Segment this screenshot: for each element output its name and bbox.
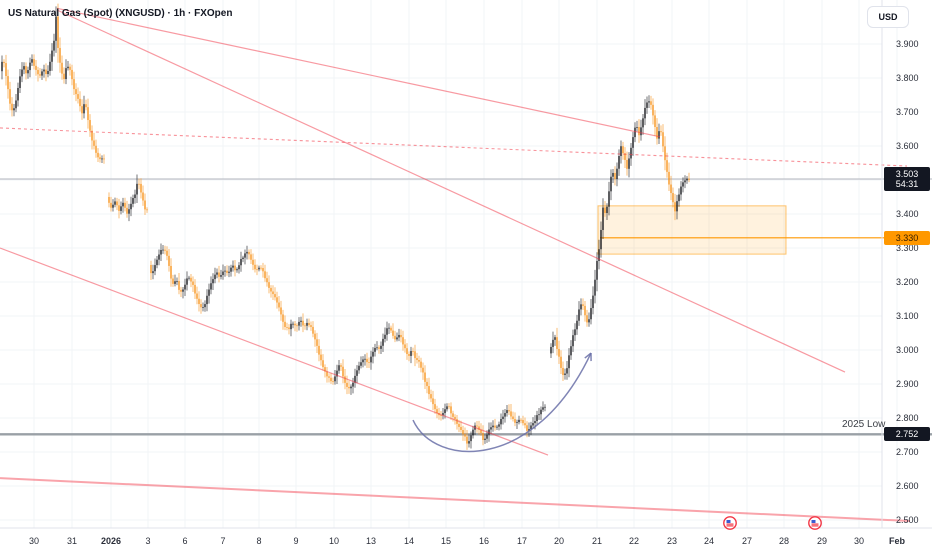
curved-arrow-head [584,352,592,359]
time-tick-label: 24 [703,536,715,546]
time-tick-label: 30 [853,536,865,546]
time-tick-label: 20 [553,536,565,546]
time-tick-label: 22 [628,536,640,546]
trendline-long-term-dashed-line[interactable] [0,127,908,167]
time-tick-label: 27 [741,536,753,546]
price-tick-label: 3.100 [896,311,919,321]
price-tick-label: 3.700 [896,107,919,117]
bar-countdown: 54:31 [895,178,919,189]
trendline-main-descending-line[interactable] [56,9,846,373]
curved-arrow-drawing[interactable] [412,352,592,453]
low-line-label: 2025 Low [842,419,886,431]
time-tick-label: 30 [28,536,40,546]
time-tick-label: 15 [440,536,452,546]
time-tick-label: 14 [403,536,415,546]
price-tick-label: 2.500 [896,515,919,525]
economic-event-icon[interactable] [808,516,822,535]
symbol-title: US Natural Gas (Spot) (XNGUSD) · 1h · FX… [8,8,233,19]
economic-event-icon[interactable] [723,516,737,535]
price-tick-label: 2.700 [896,447,919,457]
price-tick-label: 2.900 [896,379,919,389]
price-tick-label: 3.900 [896,39,919,49]
time-tick-label: 6 [182,536,188,546]
time-tick-label: 10 [328,536,340,546]
time-tick-label: 2026 [100,536,122,546]
time-tick-label: 13 [365,536,377,546]
price-tick-label: 3.200 [896,277,919,287]
time-tick-label: 23 [666,536,678,546]
time-tick-label: 9 [293,536,299,546]
time-tick-label: 3 [145,536,151,546]
price-tick-label: 3.300 [896,243,919,253]
time-tick-label: 28 [778,536,790,546]
price-tick-label: 3.400 [896,209,919,219]
time-tick-label: 7 [220,536,226,546]
low-level-badge: 2.752 [884,427,930,442]
candles-layer [1,3,690,450]
trendline-bottom-support-line[interactable] [0,477,911,523]
price-tick-label: 2.600 [896,481,919,491]
time-tick-label: 17 [516,536,528,546]
time-tick-label: 29 [816,536,828,546]
current-price-value: 3.503 [895,168,919,179]
time-tick-label: Feb [888,536,906,546]
time-tick-label: 31 [66,536,78,546]
price-tick-label: 3.600 [896,141,919,151]
price-tick-label: 2.800 [896,413,919,423]
time-tick-label: 21 [591,536,603,546]
price-tick-label: 3.000 [896,345,919,355]
time-tick-label: 8 [256,536,262,546]
alert-level-badge[interactable]: 3.330 [884,230,930,245]
price-tick-label: 3.800 [896,73,919,83]
supply-zone-box[interactable] [597,205,787,255]
currency-toggle-button[interactable]: USD [867,6,909,28]
trendline-lower-channel-line[interactable] [0,247,549,456]
time-tick-label: 16 [478,536,490,546]
trendline-upper-fan-line[interactable] [56,7,661,138]
current-price-badge: 3.503 54:31 [884,166,930,191]
